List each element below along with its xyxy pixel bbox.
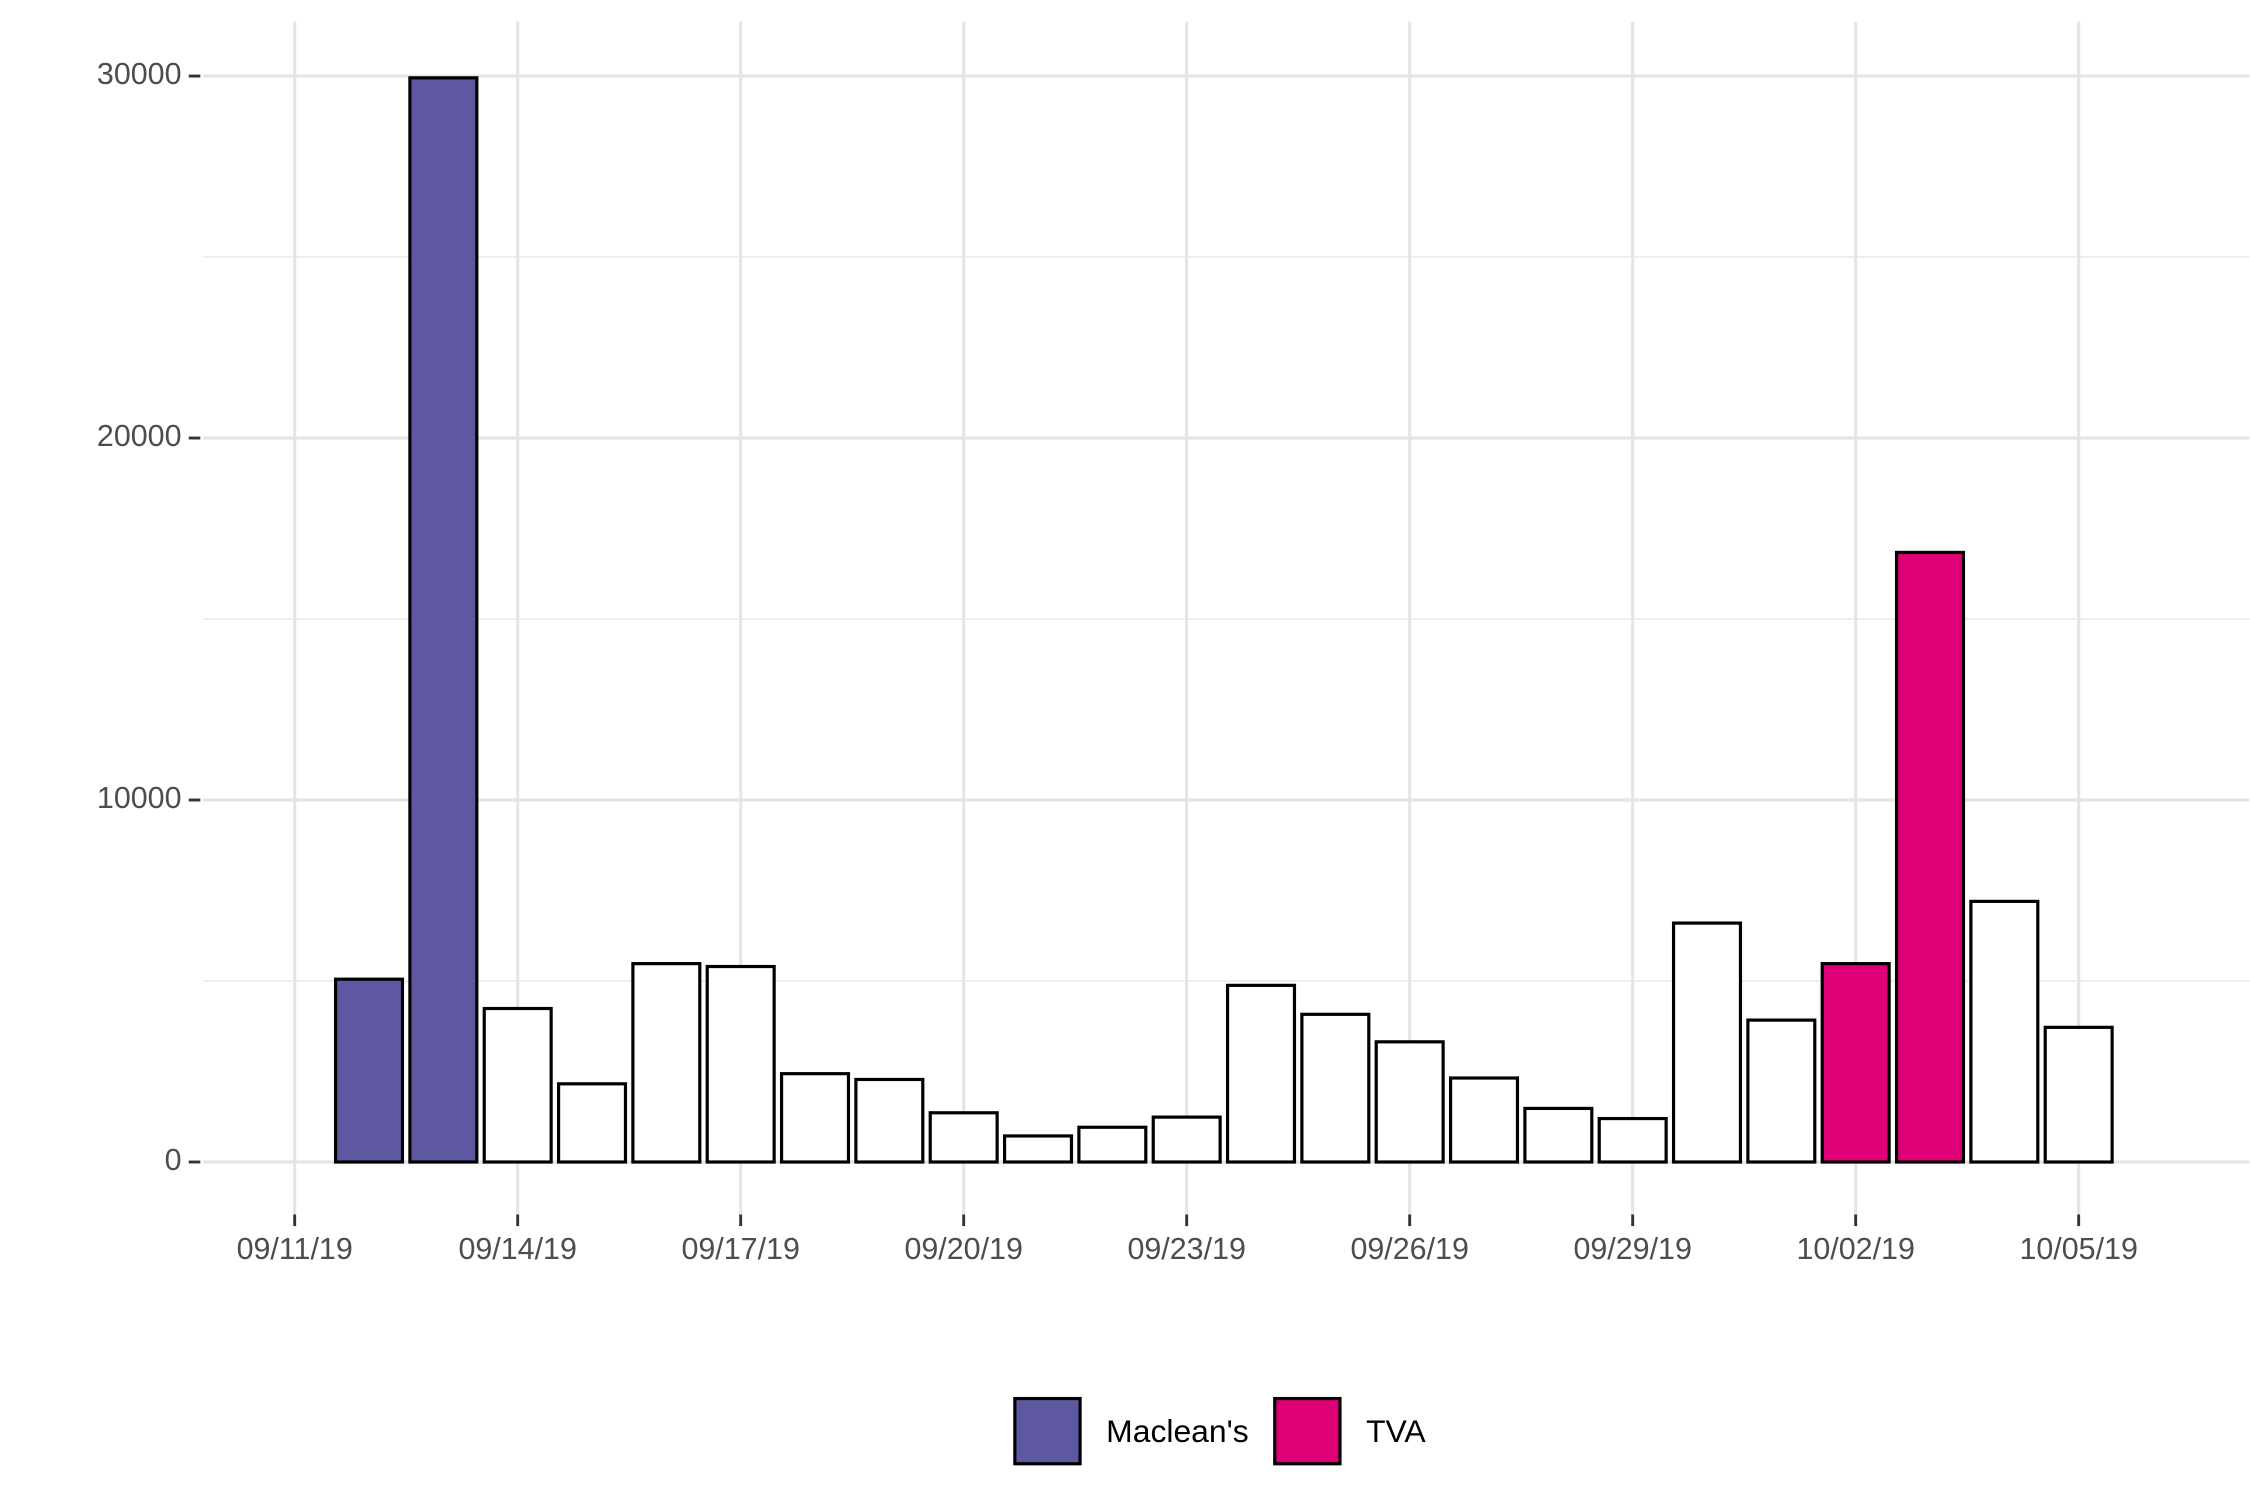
bar (1002, 1134, 1074, 1164)
bar (1225, 983, 1297, 1164)
bar (779, 1072, 851, 1164)
x-tick-label: 09/29/19 (1573, 1232, 1691, 1266)
x-tick-label: 10/05/19 (2019, 1232, 2137, 1266)
bar (408, 76, 479, 1164)
bar (1820, 962, 1891, 1164)
bar (854, 1077, 925, 1164)
bar (1746, 1018, 1817, 1164)
x-tick-label: 09/14/19 (458, 1232, 576, 1266)
bar (556, 1082, 628, 1164)
bar (482, 1006, 553, 1164)
legend-label: Maclean's (1106, 1413, 1249, 1449)
x-tick-label: 10/02/19 (1796, 1232, 1914, 1266)
x-tick-label: 09/20/19 (904, 1232, 1022, 1266)
bar (631, 962, 702, 1164)
y-tick-label: 30000 (97, 57, 182, 91)
bar (1671, 921, 1743, 1164)
bar (1894, 550, 1966, 1164)
legend-swatch (1273, 1396, 1342, 1466)
bar (1151, 1115, 1222, 1164)
bar (1523, 1106, 1594, 1164)
bar (1597, 1116, 1668, 1164)
y-tick-label: 20000 (97, 419, 182, 453)
y-tick-label: 10000 (97, 781, 182, 815)
bar (2043, 1025, 2114, 1164)
bar (1448, 1076, 1520, 1164)
bar (1969, 899, 2040, 1164)
bar (333, 977, 405, 1164)
x-tick-label: 09/26/19 (1350, 1232, 1468, 1266)
bar (1077, 1125, 1148, 1164)
legend-label: TVA (1366, 1413, 1426, 1449)
legend-swatch (1013, 1396, 1082, 1466)
y-tick-label: 0 (165, 1143, 182, 1177)
bar (1300, 1012, 1371, 1164)
x-tick-label: 09/11/19 (237, 1232, 353, 1266)
x-tick-label: 09/17/19 (681, 1232, 799, 1266)
bar (705, 964, 776, 1164)
bar (1374, 1040, 1445, 1164)
x-tick-label: 09/23/19 (1127, 1232, 1245, 1266)
bar (928, 1111, 999, 1164)
